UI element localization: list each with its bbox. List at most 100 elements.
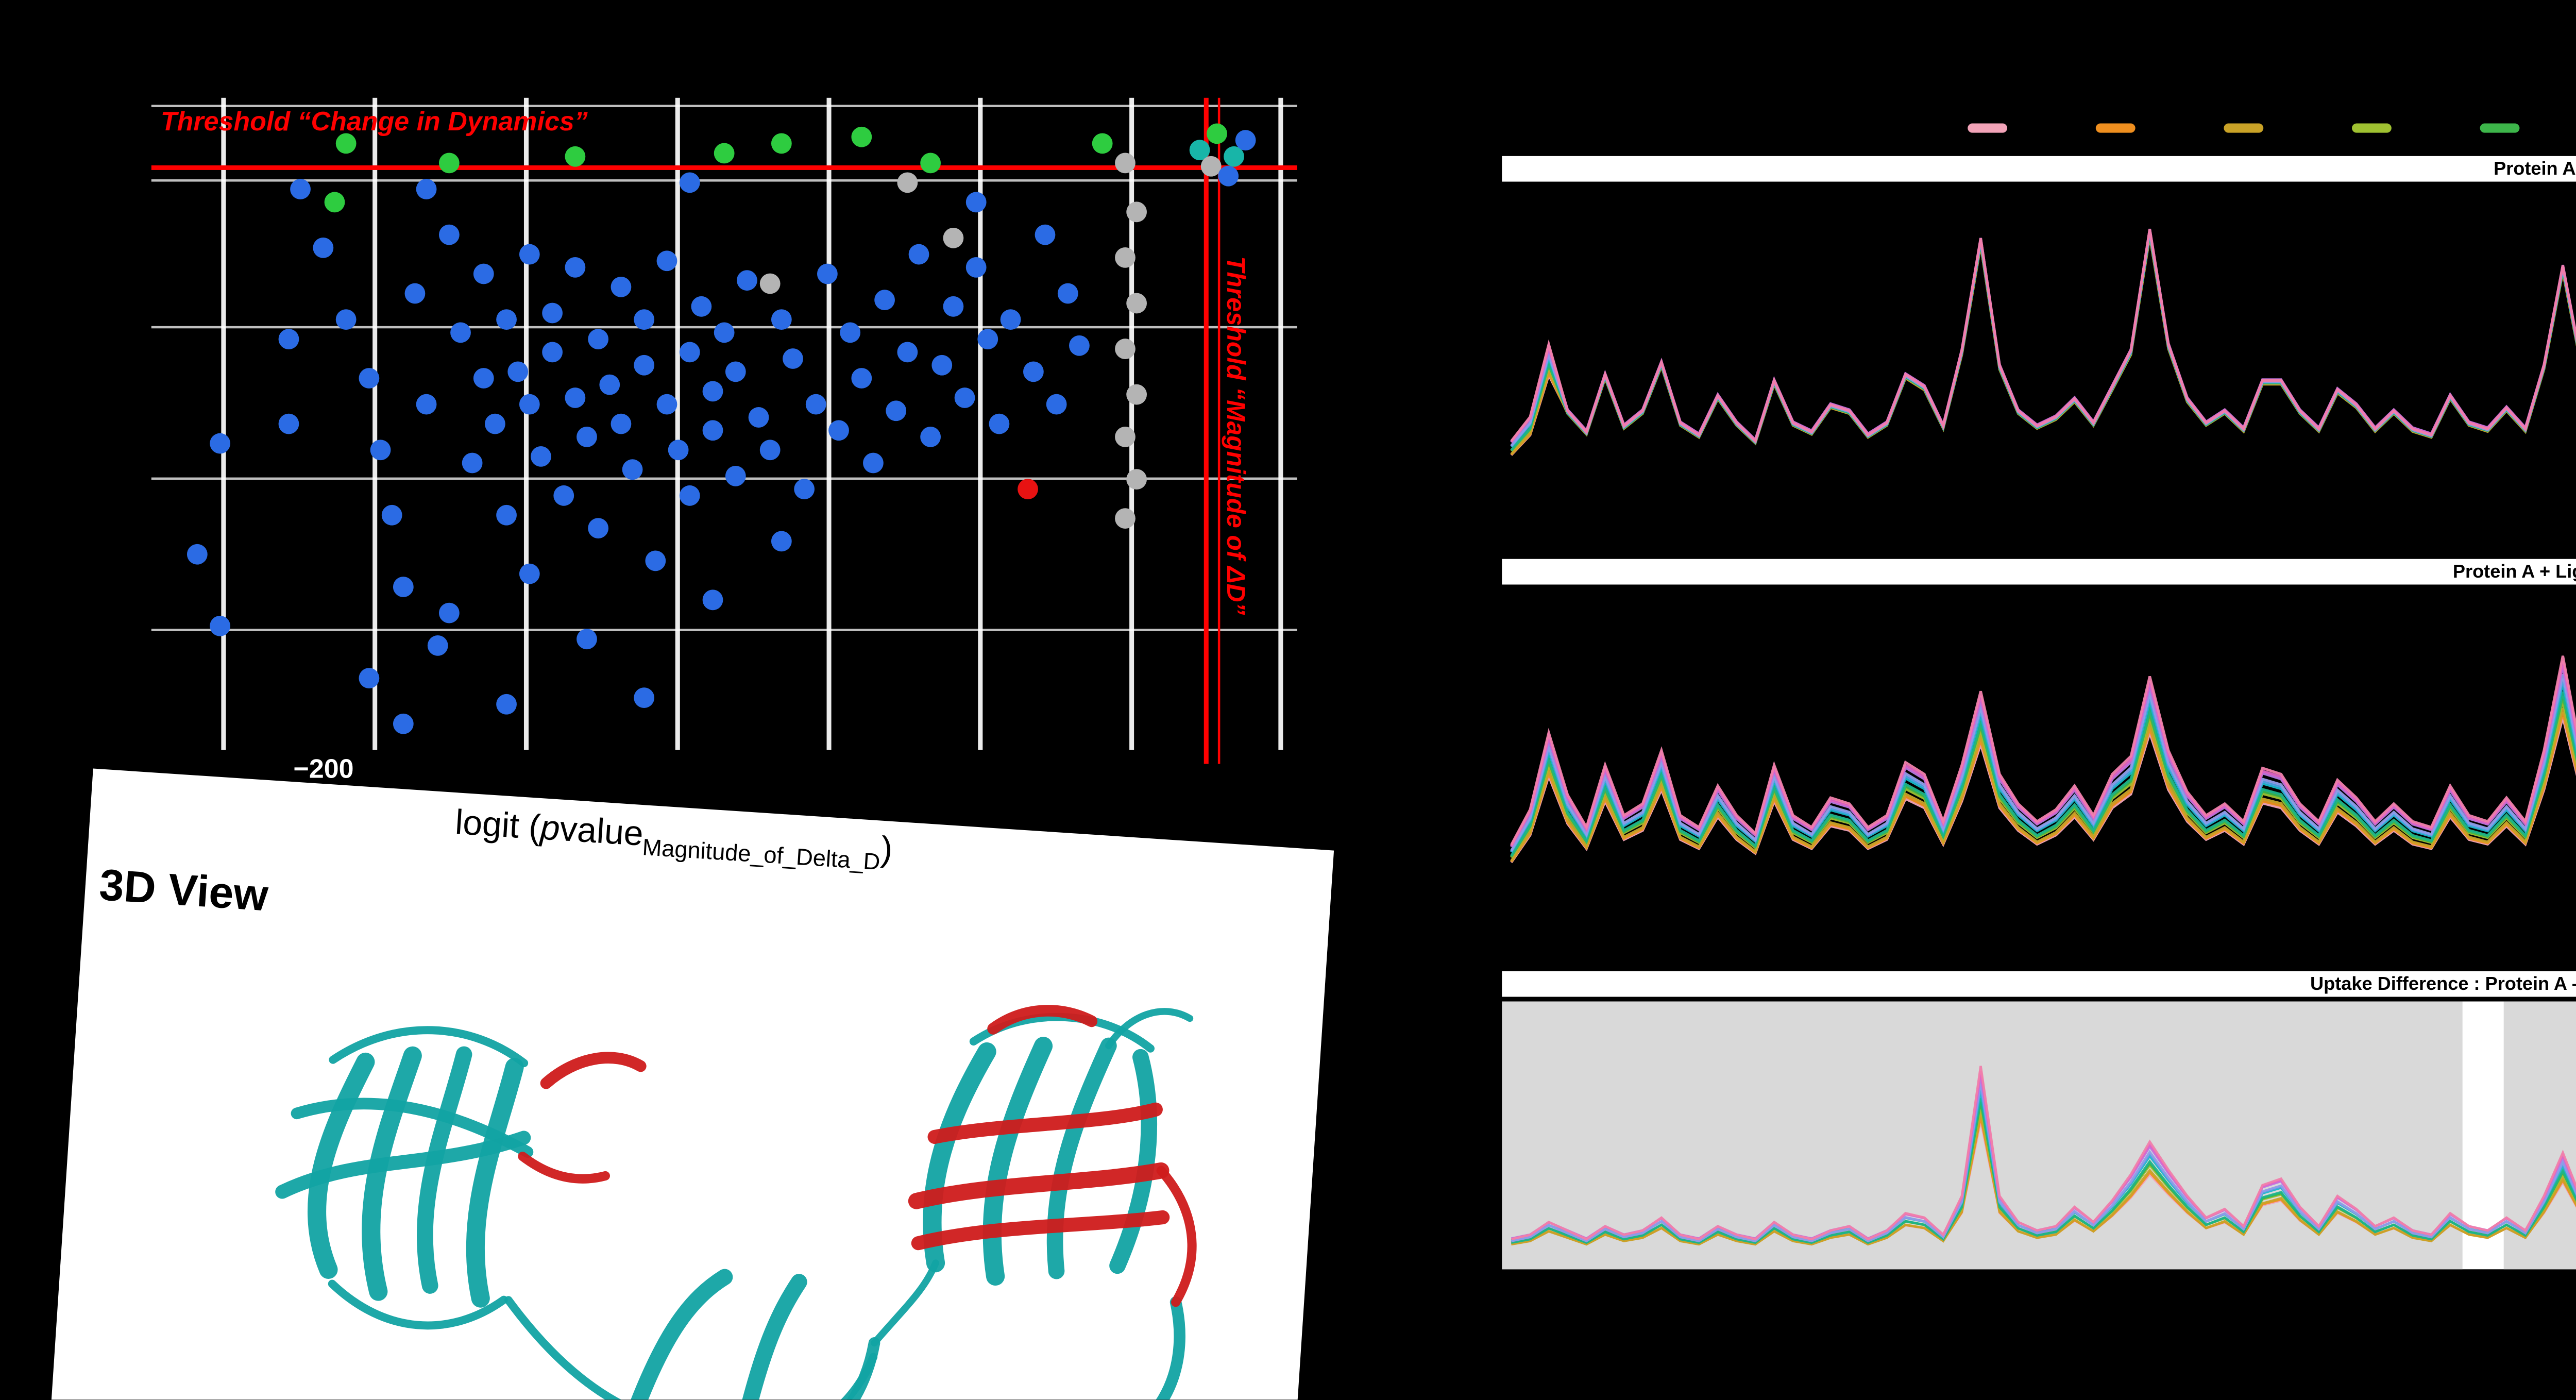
scatter-point[interactable]	[1115, 508, 1136, 529]
scatter-point[interactable]	[897, 342, 918, 363]
scatter-point[interactable]	[359, 368, 380, 389]
legend-swatch[interactable]	[2351, 123, 2392, 133]
scatter-point[interactable]	[1207, 123, 1227, 144]
scatter-point[interactable]	[416, 179, 437, 199]
scatter-point[interactable]	[450, 322, 471, 343]
scatter-point[interactable]	[1235, 130, 1256, 150]
scatter-point[interactable]	[634, 355, 655, 376]
scatter-point[interactable]	[965, 192, 987, 213]
scatter-point[interactable]	[553, 485, 574, 506]
scatter-point[interactable]	[496, 504, 517, 526]
scatter-point[interactable]	[473, 263, 494, 284]
scatter-point[interactable]	[1126, 384, 1147, 405]
scatter-point[interactable]	[1035, 224, 1056, 245]
legend-swatch[interactable]	[2095, 123, 2136, 133]
scatter-point[interactable]	[989, 413, 1010, 434]
legend-swatch[interactable]	[1968, 123, 2008, 133]
scatter-point[interactable]	[1069, 335, 1090, 356]
protein-ribbon-3d[interactable]	[151, 910, 1304, 1400]
scatter-point[interactable]	[634, 687, 655, 709]
scatter-point[interactable]	[335, 309, 357, 330]
scatter-point[interactable]	[416, 394, 437, 415]
scatter-point[interactable]	[920, 153, 941, 174]
scatter-point[interactable]	[1023, 361, 1044, 382]
scatter-point[interactable]	[908, 244, 929, 265]
scatter-point[interactable]	[771, 531, 792, 552]
scatter-point[interactable]	[886, 400, 907, 421]
threshold-line-magnitude[interactable]	[1204, 97, 1208, 764]
scatter-point[interactable]	[1115, 427, 1136, 447]
scatter-point[interactable]	[485, 413, 505, 434]
scatter-point[interactable]	[954, 387, 975, 408]
scatter-point[interactable]	[943, 296, 964, 317]
scatter-point[interactable]	[851, 126, 872, 147]
scatter-point[interactable]	[599, 374, 620, 395]
scatter-point[interactable]	[931, 355, 953, 376]
scatter-point[interactable]	[656, 394, 677, 415]
scatter-point[interactable]	[473, 368, 494, 389]
scatter-point[interactable]	[565, 387, 586, 408]
scatter-point[interactable]	[1046, 394, 1067, 415]
scatter-point[interactable]	[519, 244, 540, 265]
scatter-point[interactable]	[1224, 146, 1244, 167]
scatter-point[interactable]	[805, 394, 826, 415]
scatter-point[interactable]	[1018, 479, 1038, 500]
legend-swatch[interactable]	[2480, 123, 2520, 133]
scatter-point[interactable]	[771, 133, 792, 154]
scatter-point[interactable]	[748, 407, 769, 428]
structure-3d-card[interactable]: 3D View	[47, 768, 1334, 1400]
scatter-point[interactable]	[1057, 283, 1078, 304]
scatter-point[interactable]	[324, 192, 345, 213]
scatter-point[interactable]	[507, 361, 529, 382]
scatter-point[interactable]	[759, 273, 781, 294]
scatter-point[interactable]	[1115, 339, 1136, 359]
scatter-point[interactable]	[1000, 309, 1021, 330]
legend-swatch[interactable]	[2224, 123, 2264, 133]
scatter-point[interactable]	[187, 544, 208, 565]
scatter-point[interactable]	[759, 440, 781, 461]
scatter-point[interactable]	[622, 459, 643, 480]
scatter-point[interactable]	[278, 329, 299, 349]
scatter-point[interactable]	[668, 440, 689, 461]
scatter-point[interactable]	[542, 342, 563, 363]
scatter-point[interactable]	[840, 322, 861, 343]
scatter-point[interactable]	[462, 452, 483, 474]
scatter-point[interactable]	[725, 465, 746, 486]
scatter-point[interactable]	[851, 368, 872, 389]
scatter-point[interactable]	[370, 440, 391, 461]
scatter-point[interactable]	[634, 309, 655, 330]
scatter-point[interactable]	[577, 629, 597, 650]
scatter-point[interactable]	[519, 563, 540, 584]
uptake-difference-chart[interactable]	[1502, 997, 2576, 1274]
scatter-point[interactable]	[335, 133, 357, 154]
scatter-point[interactable]	[393, 713, 414, 734]
scatter-point[interactable]	[679, 172, 700, 193]
scatter-point[interactable]	[725, 361, 746, 382]
scatter-point[interactable]	[565, 257, 586, 278]
scatter-point[interactable]	[702, 420, 723, 441]
scatter-point[interactable]	[737, 270, 757, 291]
scatter-point[interactable]	[874, 290, 895, 311]
scatter-point[interactable]	[702, 381, 723, 402]
scatter-point[interactable]	[427, 635, 448, 656]
scatter-point[interactable]	[863, 452, 884, 474]
scatter-point[interactable]	[679, 485, 700, 506]
threshold-line-change-in-dynamics[interactable]	[151, 165, 1297, 170]
scatter-point[interactable]	[679, 342, 700, 363]
scatter-point[interactable]	[531, 446, 551, 467]
scatter-point[interactable]	[965, 257, 987, 278]
scatter-point[interactable]	[611, 413, 632, 434]
scatter-point[interactable]	[1092, 133, 1113, 154]
scatter-point[interactable]	[381, 504, 402, 526]
scatter-point[interactable]	[565, 146, 586, 167]
volcano-plot[interactable]: Threshold “Change in Dynamics” Threshold…	[151, 97, 1297, 764]
scatter-point[interactable]	[438, 224, 460, 245]
scatter-point[interactable]	[496, 694, 517, 715]
scatter-point[interactable]	[656, 250, 677, 272]
scatter-point[interactable]	[496, 309, 517, 330]
uptake-chart-protein-a-ligand[interactable]	[1502, 584, 2576, 941]
scatter-point[interactable]	[611, 276, 632, 297]
scatter-point[interactable]	[210, 616, 231, 636]
scatter-point[interactable]	[359, 668, 380, 689]
scatter-point[interactable]	[1126, 201, 1147, 223]
